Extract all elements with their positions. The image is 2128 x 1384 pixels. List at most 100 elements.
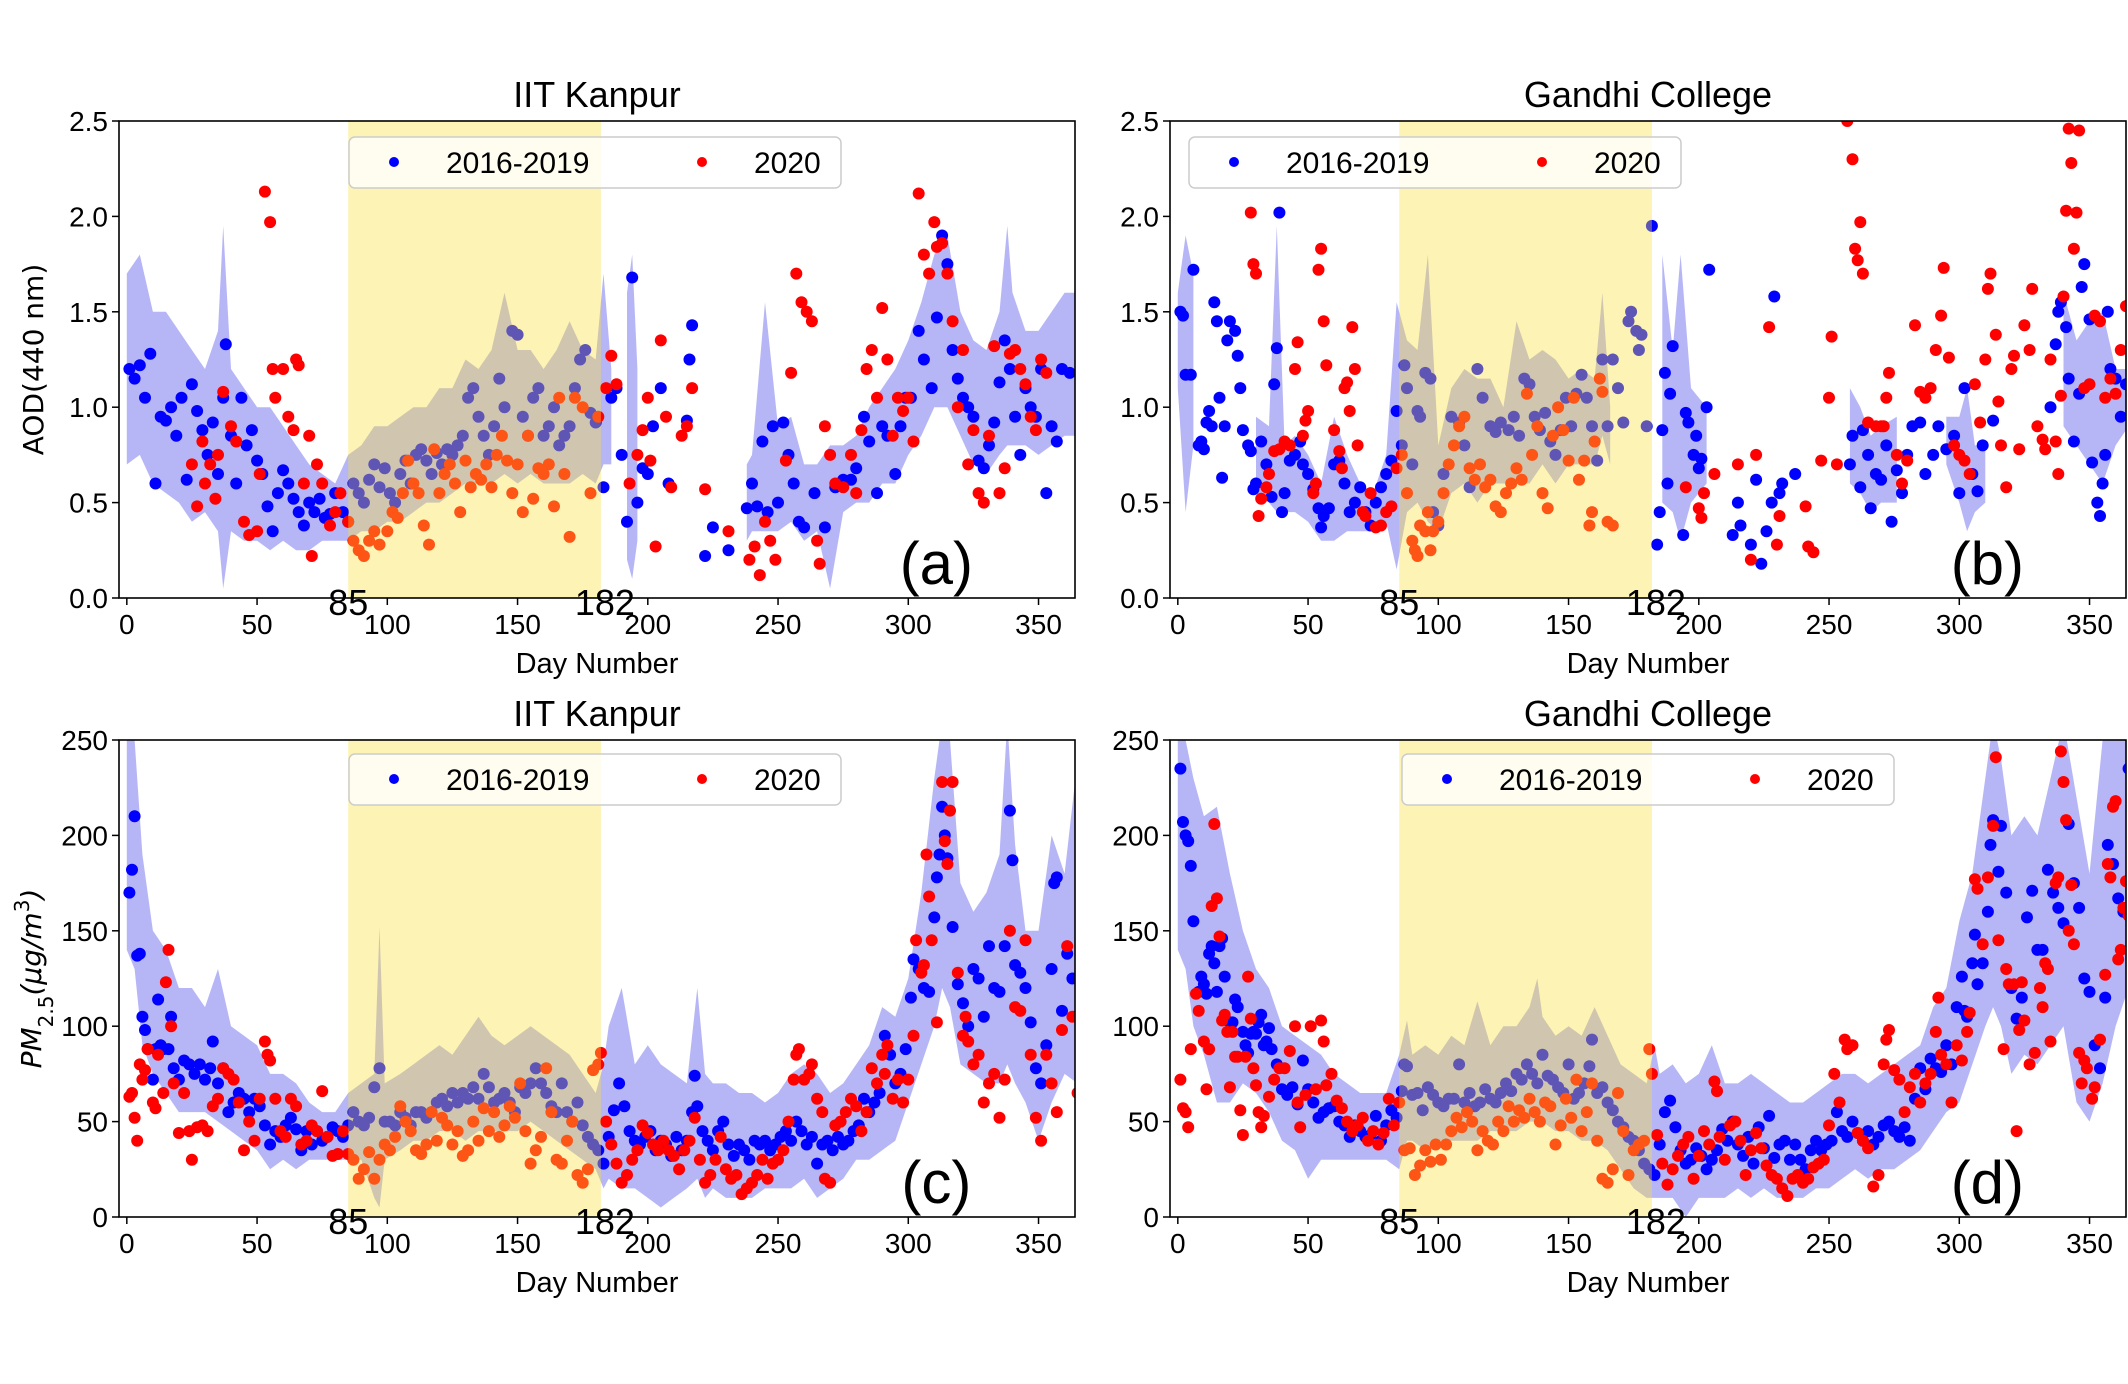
- y-tick-label: 1.0: [69, 392, 108, 423]
- data-point: [139, 1024, 151, 1036]
- data-point: [805, 1058, 818, 1071]
- data-point: [1263, 468, 1275, 480]
- data-point: [1880, 1033, 1893, 1046]
- data-point: [1945, 1096, 1958, 1109]
- data-point: [1968, 873, 1981, 886]
- data-point: [1276, 506, 1288, 519]
- data-point: [993, 1111, 1006, 1124]
- data-point: [1317, 315, 1330, 328]
- data-point: [579, 344, 592, 356]
- legend-box: [1188, 136, 1682, 189]
- data-point: [1773, 487, 1786, 500]
- data-point: [1278, 487, 1291, 500]
- data-point: [795, 296, 808, 309]
- data-point: [2062, 924, 2075, 937]
- data-point: [962, 1020, 975, 1033]
- data-point: [613, 1077, 626, 1090]
- data-point: [1734, 519, 1747, 532]
- data-point: [498, 1119, 511, 1132]
- data-point: [2070, 206, 2083, 219]
- data-point: [1862, 1125, 1875, 1138]
- data-point: [1208, 957, 1221, 970]
- data-point: [1708, 1075, 1721, 1088]
- data-point: [2023, 344, 2036, 356]
- data-point: [1987, 819, 2000, 832]
- data-point: [1880, 439, 1893, 452]
- data-point: [967, 963, 980, 975]
- data-point: [930, 311, 943, 324]
- data-point: [159, 976, 172, 989]
- data-point: [1984, 267, 1997, 280]
- data-point: [1213, 930, 1226, 943]
- data-point: [1250, 1027, 1262, 1040]
- data-point: [1546, 429, 1559, 442]
- data-point: [1003, 804, 1016, 817]
- data-point: [1656, 424, 1669, 437]
- data-point: [1768, 290, 1781, 303]
- data-point: [576, 1119, 589, 1132]
- data-point: [2060, 321, 2073, 334]
- data-point: [1830, 458, 1843, 471]
- data-point: [813, 557, 826, 570]
- data-point: [925, 934, 938, 947]
- data-point: [1692, 1149, 1705, 1162]
- data-point: [363, 1146, 376, 1159]
- data-point: [238, 1144, 250, 1157]
- data-point: [800, 305, 813, 318]
- data-point: [581, 1163, 594, 1176]
- data-point: [1346, 321, 1359, 334]
- axes-frame: [118, 739, 1076, 1218]
- data-point: [816, 1106, 829, 1119]
- data-point: [2000, 886, 2013, 899]
- data-point: [1024, 401, 1037, 414]
- data-point: [1494, 1087, 1507, 1099]
- data-point: [907, 1029, 920, 1042]
- data-point: [1695, 511, 1708, 524]
- data-point: [1014, 363, 1027, 375]
- data-point: [303, 429, 316, 442]
- data-point: [1924, 1067, 1937, 1080]
- data-point: [673, 1163, 686, 1176]
- data-point: [1265, 490, 1278, 503]
- data-point: [1898, 1121, 1911, 1134]
- data-point: [524, 1157, 537, 1170]
- data-point: [863, 435, 876, 448]
- y-tick-label: 1.5: [69, 297, 108, 328]
- data-point: [1388, 1119, 1400, 1132]
- data-point: [480, 458, 493, 471]
- data-point: [2005, 363, 2018, 375]
- data-point: [772, 1153, 784, 1166]
- data-point: [1442, 458, 1455, 471]
- data-point: [2078, 258, 2091, 271]
- data-point: [615, 448, 628, 461]
- data-point: [243, 1115, 256, 1128]
- data-point: [1976, 938, 1989, 951]
- data-point: [128, 1111, 141, 1124]
- data-point: [1586, 1033, 1598, 1046]
- data-point: [1343, 506, 1356, 519]
- data-point: [1510, 462, 1523, 475]
- data-point: [1612, 382, 1624, 395]
- legend-entry: 2016-2019: [446, 764, 589, 797]
- data-point: [123, 363, 136, 375]
- data-point: [2104, 372, 2117, 385]
- data-point: [451, 1125, 464, 1138]
- data-point: [1588, 435, 1601, 448]
- data-point: [842, 1134, 855, 1147]
- data-point: [1950, 1039, 1963, 1052]
- data-point: [993, 487, 1006, 500]
- series-2016-2019: [123, 229, 1075, 562]
- data-point: [1494, 416, 1507, 429]
- data-point: [352, 1172, 365, 1185]
- data-point: [199, 477, 211, 490]
- data-point: [2036, 1001, 2049, 1014]
- legend-marker-blue: [1442, 774, 1452, 784]
- data-point: [1476, 1125, 1489, 1138]
- data-point: [2026, 282, 2039, 295]
- data-point: [951, 401, 964, 414]
- x-tick-label: 200: [624, 1228, 671, 1259]
- data-point: [1778, 1134, 1791, 1147]
- data-point: [516, 410, 529, 423]
- data-point: [746, 477, 758, 490]
- data-point: [759, 1134, 771, 1147]
